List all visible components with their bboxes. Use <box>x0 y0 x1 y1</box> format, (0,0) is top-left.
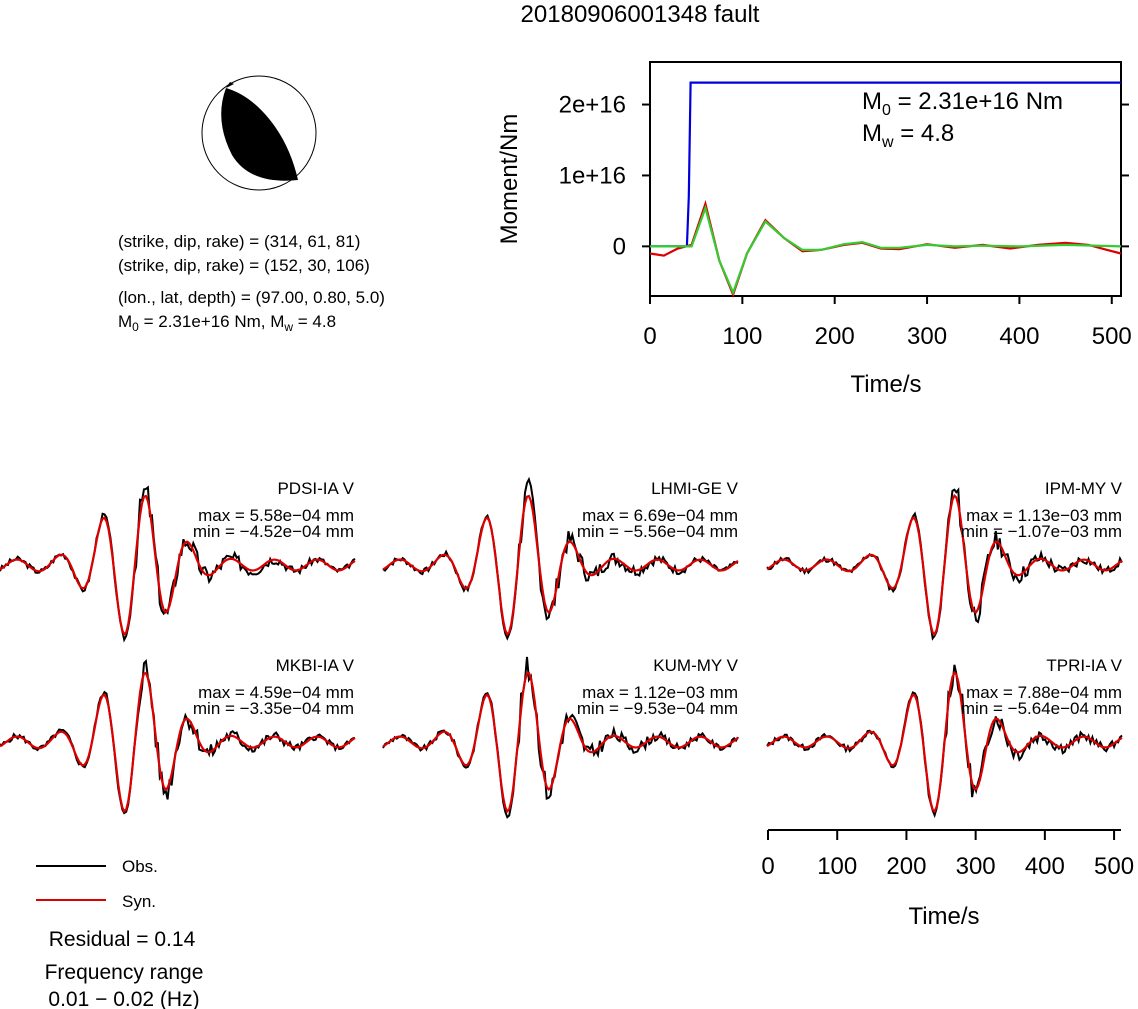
syn-trace <box>766 493 1123 637</box>
syn-trace <box>382 494 739 637</box>
syn-trace <box>382 671 739 814</box>
moment-rate-obs-line <box>649 199 1122 298</box>
moment-ylabel: Moment/Nm <box>496 114 523 245</box>
station-max: max = 1.12e−03 mm <box>582 683 738 702</box>
wave-xtick-label: 200 <box>886 853 926 880</box>
wave-xtick-label: 500 <box>1094 853 1134 880</box>
station-min: min = −4.52e−04 mm <box>193 522 354 541</box>
beachball-compression <box>221 88 298 181</box>
legend-obs-label: Obs. <box>122 857 158 876</box>
syn-trace <box>766 670 1123 814</box>
station-min: min = −5.64e−04 mm <box>961 699 1122 718</box>
station-name: IPM-MY V <box>1045 479 1123 498</box>
station-min: min = −9.53e−04 mm <box>577 699 738 718</box>
moment-xtick-label: 400 <box>999 323 1039 350</box>
mechanism-line-4: M0 = 2.31e+16 Nm, Mw = 4.8 <box>118 312 336 334</box>
station-name: PDSI-IA V <box>277 479 354 498</box>
moment-m0-label: M0 = 2.31e+16 Nm <box>862 88 1063 119</box>
wave-xtick-label: 400 <box>1025 853 1065 880</box>
residual-label: Residual = 0.14 <box>49 928 196 951</box>
wave-xtick-label: 100 <box>817 853 857 880</box>
station-max: max = 1.13e−03 mm <box>966 506 1122 525</box>
legend-syn-label: Syn. <box>122 892 156 911</box>
moment-xtick-label: 500 <box>1092 323 1132 350</box>
moment-rate-plot: 0 100 200 300 400 500 0 1e+16 2e+16 Moment/Nm T… <box>496 61 1132 398</box>
mechanism-line-2: (strike, dip, rake) = (152, 30, 106) <box>118 256 370 275</box>
moment-xtick-label: 200 <box>815 323 855 350</box>
station-max: max = 6.69e−04 mm <box>582 506 738 525</box>
station-name: KUM-MY V <box>653 656 738 675</box>
moment-xtick-label: 0 <box>643 323 656 350</box>
moment-mw-label: Mw = 4.8 <box>862 120 954 151</box>
station-min: min = −1.07e−03 mm <box>961 522 1122 541</box>
syn-trace <box>0 494 356 637</box>
moment-xtick-label: 300 <box>907 323 947 350</box>
station-name: MKBI-IA V <box>276 656 355 675</box>
station-max: max = 7.88e−04 mm <box>966 683 1122 702</box>
moment-ytick-label: 2e+16 <box>559 92 626 119</box>
mechanism-line-3: (lon., lat, depth) = (97.00, 0.80, 5.0) <box>118 288 385 307</box>
moment-ytick-label: 0 <box>613 233 626 260</box>
station-max: max = 5.58e−04 mm <box>198 506 354 525</box>
mechanism-line-1: (strike, dip, rake) = (314, 61, 81) <box>118 232 360 251</box>
figure-title: 20180906001348 fault <box>521 1 760 28</box>
legend: Obs. Syn. <box>36 857 158 911</box>
station-min: min = −3.35e−04 mm <box>193 699 354 718</box>
moment-ytick-label: 1e+16 <box>559 162 626 189</box>
beachball <box>201 75 317 191</box>
moment-xlabel: Time/s <box>850 371 921 398</box>
frequency-range-label: Frequency range <box>45 961 204 984</box>
moment-xtick-label: 100 <box>722 323 762 350</box>
moment-plot-frame <box>649 61 1122 297</box>
syn-trace <box>0 671 356 814</box>
frequency-range-value: 0.01 − 0.02 (Hz) <box>48 988 199 1009</box>
station-max: max = 4.59e−04 mm <box>198 683 354 702</box>
waveform-time-axis: 0 100 200 300 400 500 Time/s <box>761 829 1134 930</box>
station-name: LHMI-GE V <box>651 479 739 498</box>
mechanism-info: (strike, dip, rake) = (314, 61, 81) (str… <box>118 232 385 334</box>
waveform-xlabel: Time/s <box>908 903 979 930</box>
station-name: TPRI-IA V <box>1046 656 1122 675</box>
moment-rate-syn-line <box>650 204 1122 296</box>
wave-xtick-label: 300 <box>956 853 996 880</box>
station-min: min = −5.56e−04 mm <box>577 522 738 541</box>
wave-xtick-label: 0 <box>761 853 774 880</box>
